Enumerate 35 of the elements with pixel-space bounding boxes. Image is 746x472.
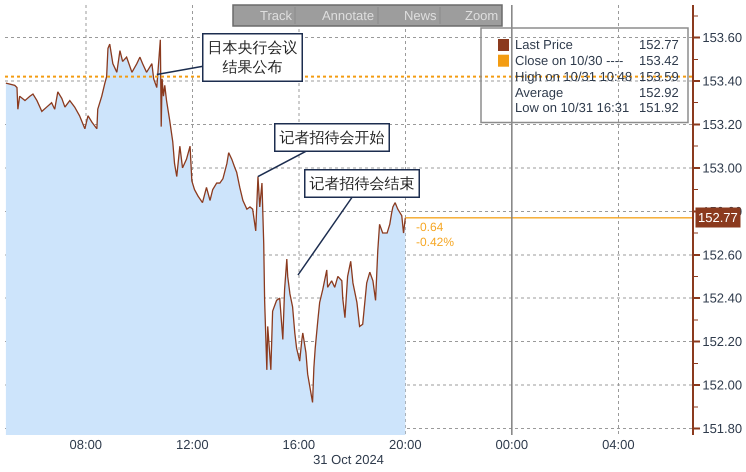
x-tick-label: 04:00 (602, 437, 635, 452)
annotation: 152.92 (639, 85, 679, 100)
y-tick-label: 153.00 (702, 160, 742, 176)
annotation: Zoom (465, 8, 498, 23)
annotation: 记者招待会结束 (310, 174, 414, 192)
annotation: 日本央行会议结果公布 (208, 38, 298, 76)
annotation: 152.77 (639, 37, 679, 52)
y-tick-label: 152.40 (702, 290, 742, 306)
y-tick-label: 153.20 (702, 116, 742, 132)
annotation: -0.42% (416, 235, 454, 249)
y-tick-label: 152.00 (702, 378, 742, 393)
annotation: 151.92 (639, 100, 679, 115)
y-tick-label: 151.80 (702, 421, 742, 436)
x-axis-title: 31 Oct 2024 (313, 452, 384, 467)
annotation: 记者招待会开始 (280, 128, 384, 146)
x-tick-label: 20:00 (389, 437, 422, 452)
annotation: Average (515, 85, 564, 100)
annotation: High on 10/31 10:48 (515, 69, 632, 84)
annotation: Low on 10/31 16:31 (515, 100, 630, 115)
x-tick-label: 08:00 (69, 437, 102, 452)
annotation: -0.64 (416, 220, 444, 234)
annotation: Track (260, 8, 293, 23)
annotation: 153.42 (639, 53, 679, 68)
x-tick-label: 12:00 (176, 437, 209, 452)
legend-label: Last Price (515, 37, 573, 52)
annotation: News (404, 8, 438, 23)
annotation: Annotate (322, 8, 374, 23)
annotation: 153.59 (639, 69, 679, 84)
x-tick-label: 16:00 (282, 437, 316, 452)
y-tick-label: 152.20 (702, 334, 742, 350)
y-tick-label: 152.60 (702, 247, 742, 262)
y-tick-label: 153.40 (702, 74, 742, 89)
y-tick-label: 153.60 (702, 30, 742, 46)
x-tick-label: 00:00 (496, 437, 528, 452)
legend-label: Close on 10/30 ---- (515, 53, 624, 68)
